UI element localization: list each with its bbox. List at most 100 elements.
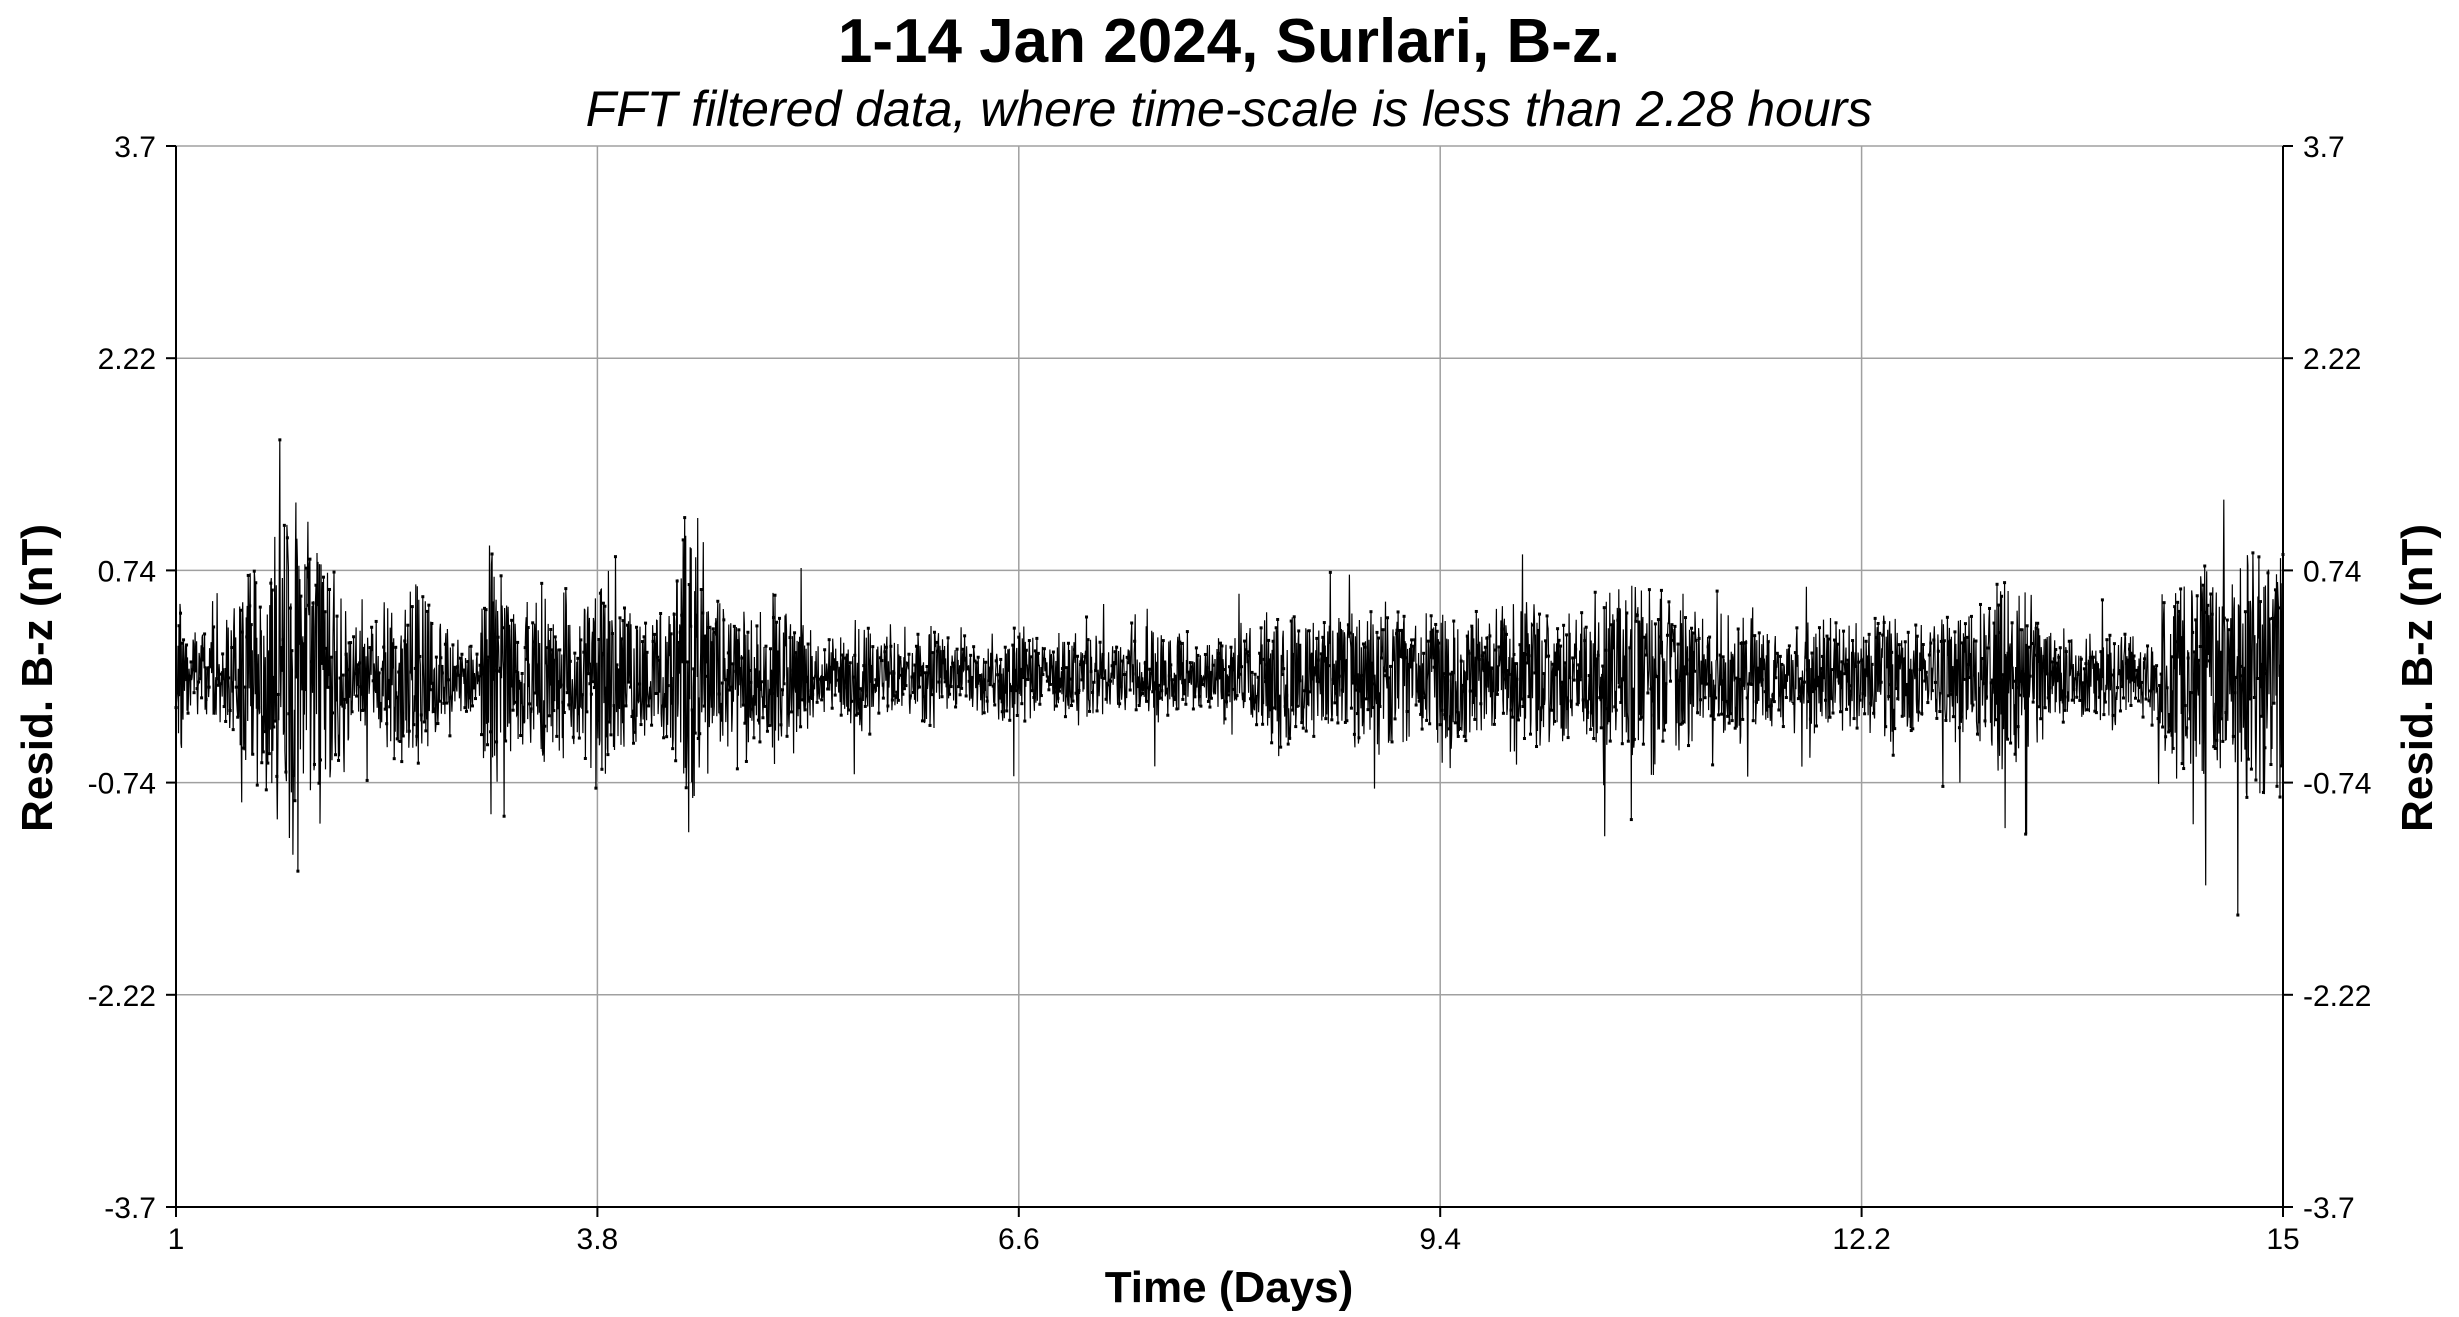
data-point <box>361 708 365 712</box>
data-point <box>550 648 554 652</box>
data-point <box>1705 682 1709 686</box>
data-point <box>2162 601 2166 605</box>
data-point <box>1303 689 1307 693</box>
data-point <box>472 686 476 690</box>
data-point <box>1304 729 1308 733</box>
data-point <box>1059 679 1063 683</box>
x-tick-label: 3.8 <box>577 1223 619 1256</box>
data-point <box>993 703 997 707</box>
data-point <box>228 709 232 713</box>
data-point <box>931 651 935 655</box>
data-point <box>629 685 633 689</box>
data-point <box>239 608 243 612</box>
data-point <box>678 630 682 634</box>
data-point <box>687 583 691 587</box>
data-point <box>1056 696 1060 700</box>
data-point <box>863 704 867 708</box>
data-point <box>1443 713 1447 717</box>
data-point <box>1649 687 1653 691</box>
data-point <box>514 669 518 673</box>
data-point <box>1092 680 1096 684</box>
data-point <box>2224 711 2228 715</box>
data-point <box>1807 700 1811 704</box>
data-point <box>382 645 386 649</box>
data-point <box>1867 632 1871 636</box>
data-point <box>1312 734 1316 738</box>
data-point <box>606 753 610 757</box>
data-point <box>1095 709 1099 713</box>
data-point <box>1890 650 1894 654</box>
data-point <box>791 668 795 672</box>
x-tick-label: 12.2 <box>1832 1223 1890 1256</box>
data-point <box>1900 714 1904 718</box>
data-point <box>1202 676 1206 680</box>
data-point <box>1082 660 1086 664</box>
data-point <box>519 734 523 738</box>
data-point <box>2088 656 2092 660</box>
data-point <box>1286 742 1290 746</box>
data-point <box>609 733 613 737</box>
data-point <box>547 714 551 718</box>
data-point <box>398 739 402 743</box>
data-point <box>1285 693 1289 697</box>
data-point <box>1641 742 1645 746</box>
data-point <box>1361 642 1365 646</box>
data-point <box>951 661 955 665</box>
data-point <box>1054 704 1058 708</box>
data-point <box>546 664 550 668</box>
data-point <box>805 680 809 684</box>
data-point <box>1221 668 1225 672</box>
data-point <box>1045 679 1049 683</box>
data-point <box>183 666 187 670</box>
data-point <box>1376 636 1380 640</box>
data-point <box>930 693 934 697</box>
data-point <box>1224 700 1228 704</box>
data-point <box>1577 663 1581 667</box>
data-point <box>1795 626 1799 630</box>
data-point <box>1211 663 1215 667</box>
data-point <box>2012 679 2016 683</box>
data-point <box>334 753 338 757</box>
y-tick-label-right: -2.22 <box>2303 980 2371 1013</box>
data-point <box>1985 695 1989 699</box>
data-point <box>2076 672 2080 676</box>
data-point <box>771 616 775 620</box>
x-axis-title: Time (Days) <box>1105 1263 1354 1312</box>
data-point <box>1307 629 1311 633</box>
data-point <box>1891 753 1895 757</box>
data-point <box>352 635 356 639</box>
data-point <box>616 668 620 672</box>
data-point <box>1968 676 1972 680</box>
data-point <box>753 668 757 672</box>
data-point <box>1620 742 1624 746</box>
data-point <box>1375 630 1379 634</box>
data-point <box>2227 628 2231 632</box>
data-point <box>538 705 542 709</box>
data-point <box>1185 630 1189 634</box>
data-point <box>1623 678 1627 682</box>
data-point <box>1983 719 1987 723</box>
data-point <box>1918 668 1922 672</box>
data-point <box>329 655 333 659</box>
data-point <box>1751 719 1755 723</box>
data-point <box>919 673 923 677</box>
data-point <box>1833 638 1837 642</box>
data-point <box>1110 664 1114 668</box>
data-point <box>2258 600 2262 604</box>
data-point <box>1945 615 1949 619</box>
data-point <box>326 685 330 689</box>
data-point <box>1723 687 1727 691</box>
data-point <box>1887 694 1891 698</box>
data-point <box>1840 660 1844 664</box>
data-point <box>635 625 639 629</box>
data-point <box>2185 726 2189 730</box>
data-point <box>1455 710 1459 714</box>
data-point <box>806 642 810 646</box>
data-point <box>185 643 189 647</box>
data-point <box>2218 684 2222 688</box>
data-point <box>1893 727 1897 731</box>
data-point <box>1607 719 1611 723</box>
data-point <box>2269 763 2273 767</box>
data-point <box>824 677 828 681</box>
data-point <box>1971 703 1975 707</box>
